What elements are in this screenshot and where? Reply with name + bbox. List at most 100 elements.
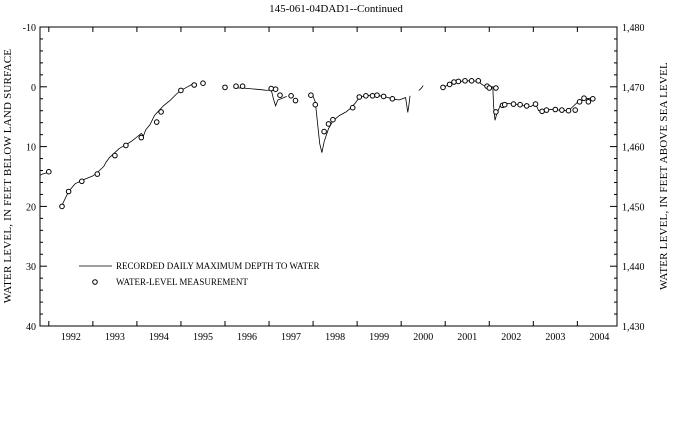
left-axis-title: WATER LEVEL, IN FEET BELOW LAND SURFACE bbox=[2, 49, 14, 303]
legend: RECORDED DAILY MAXIMUM DEPTH TO WATER WA… bbox=[79, 261, 320, 287]
x-tick-label: 1994 bbox=[149, 332, 169, 343]
measurement-point bbox=[543, 107, 550, 113]
right-tick-label: 1,460 bbox=[622, 143, 645, 154]
measurement-point bbox=[277, 92, 283, 98]
left-tick-label: 30 bbox=[26, 262, 36, 273]
measurement-point bbox=[585, 99, 592, 105]
measurement-point bbox=[572, 107, 579, 113]
left-tick-label: 20 bbox=[26, 202, 36, 213]
measurement-point bbox=[455, 78, 462, 85]
left-tick-label: 0 bbox=[31, 83, 36, 94]
measurement-point bbox=[532, 101, 539, 107]
legend-label-daily-max: RECORDED DAILY MAXIMUM DEPTH TO WATER bbox=[116, 261, 320, 271]
left-tick-label: -10 bbox=[23, 23, 36, 34]
x-tick-label: 1999 bbox=[369, 332, 389, 343]
measurement-point bbox=[138, 134, 145, 141]
measurement-point bbox=[486, 85, 493, 91]
measurement-point bbox=[590, 96, 596, 102]
measurement-point bbox=[272, 86, 279, 92]
measurement-point bbox=[94, 171, 101, 177]
left-axis-tick-labels: -10 0 10 20 30 40 bbox=[23, 23, 36, 333]
measurement-point bbox=[363, 93, 369, 99]
measurement-point bbox=[517, 101, 523, 108]
measurement-point bbox=[158, 109, 164, 115]
daily-max-line-segment bbox=[418, 85, 424, 91]
measurement-point bbox=[493, 109, 499, 115]
x-tick-label: 1993 bbox=[105, 332, 125, 343]
measurement-point bbox=[523, 103, 530, 109]
measurement-point bbox=[79, 178, 85, 185]
measurement-point bbox=[581, 95, 587, 101]
measurement-point bbox=[200, 80, 206, 86]
measurement-point bbox=[312, 101, 319, 108]
left-axis-ticks bbox=[40, 26, 47, 327]
measurement-point bbox=[321, 128, 327, 135]
daily-max-line-segment bbox=[39, 172, 47, 176]
x-tick-label: 1996 bbox=[237, 332, 257, 343]
measurement-point bbox=[233, 83, 239, 89]
right-axis-title: WATER LEVEL, IN FEET ABOVE SEA LEVEL bbox=[658, 62, 670, 290]
measurement-point bbox=[468, 78, 475, 84]
measurement-point bbox=[552, 106, 559, 113]
measurement-point bbox=[112, 152, 118, 159]
measurement-point bbox=[239, 83, 246, 89]
measurement-point bbox=[510, 101, 517, 107]
measurement-point bbox=[539, 108, 545, 115]
measurement-point bbox=[356, 94, 363, 100]
x-tick-label: 1992 bbox=[61, 332, 81, 343]
measurement-point bbox=[153, 119, 160, 125]
right-tick-label: 1,440 bbox=[622, 262, 645, 273]
x-tick-label: 1995 bbox=[193, 332, 213, 343]
measurement-point bbox=[559, 107, 565, 113]
measurement-point bbox=[501, 101, 508, 108]
measurement-point bbox=[462, 78, 468, 84]
x-tick-label: 1997 bbox=[281, 332, 301, 343]
measurement-point bbox=[65, 188, 72, 195]
measurement-point bbox=[191, 82, 197, 88]
water-level-measurement-series bbox=[46, 78, 596, 210]
right-axis-tick-labels: 1,480 1,470 1,460 1,450 1,440 1,430 bbox=[622, 23, 645, 333]
measurement-point bbox=[308, 92, 314, 98]
measurement-point bbox=[349, 104, 356, 111]
plot-frame bbox=[39, 26, 618, 327]
measurement-point bbox=[493, 85, 499, 91]
right-tick-label: 1,480 bbox=[622, 23, 645, 34]
x-axis-ticks bbox=[48, 27, 578, 326]
measurement-point bbox=[440, 84, 446, 91]
measurement-point bbox=[268, 85, 275, 92]
left-tick-label: 40 bbox=[26, 322, 36, 333]
x-tick-label: 2001 bbox=[457, 332, 477, 343]
right-axis-ticks bbox=[610, 26, 617, 327]
x-tick-label: 2004 bbox=[589, 332, 609, 343]
daily-max-line-segment bbox=[442, 80, 591, 121]
measurement-point bbox=[380, 93, 387, 100]
right-tick-label: 1,450 bbox=[622, 202, 645, 213]
legend-label-measurement: WATER-LEVEL MEASUREMENT bbox=[116, 277, 248, 287]
x-tick-label: 2002 bbox=[501, 332, 521, 343]
measurement-point bbox=[292, 97, 299, 104]
measurement-point bbox=[576, 99, 583, 105]
daily-max-depth-series bbox=[39, 80, 591, 206]
measurement-point bbox=[123, 142, 129, 149]
measurement-point bbox=[565, 107, 572, 114]
measurement-point bbox=[451, 79, 457, 85]
left-tick-label: 10 bbox=[26, 143, 36, 154]
x-axis-tick-labels: 1992 1993 1994 1995 1996 1997 1998 1999 2000 2001… bbox=[61, 332, 610, 343]
measurement-point bbox=[288, 93, 294, 99]
measurement-point bbox=[475, 78, 482, 84]
x-tick-label: 1998 bbox=[325, 332, 345, 343]
measurement-point bbox=[59, 203, 65, 210]
measurement-point bbox=[46, 168, 52, 175]
measurement-point bbox=[374, 92, 380, 98]
measurement-point bbox=[369, 93, 376, 99]
measurement-point bbox=[330, 116, 336, 123]
daily-max-line-segment bbox=[61, 82, 197, 206]
measurement-point bbox=[389, 96, 396, 102]
measurement-point bbox=[178, 87, 184, 94]
chart-title: 145-061-04DAD1--Continued bbox=[269, 3, 403, 15]
measurement-point bbox=[222, 84, 228, 91]
right-tick-label: 1,430 bbox=[622, 322, 645, 333]
x-tick-label: 2003 bbox=[545, 332, 565, 343]
measurement-point bbox=[325, 121, 332, 127]
